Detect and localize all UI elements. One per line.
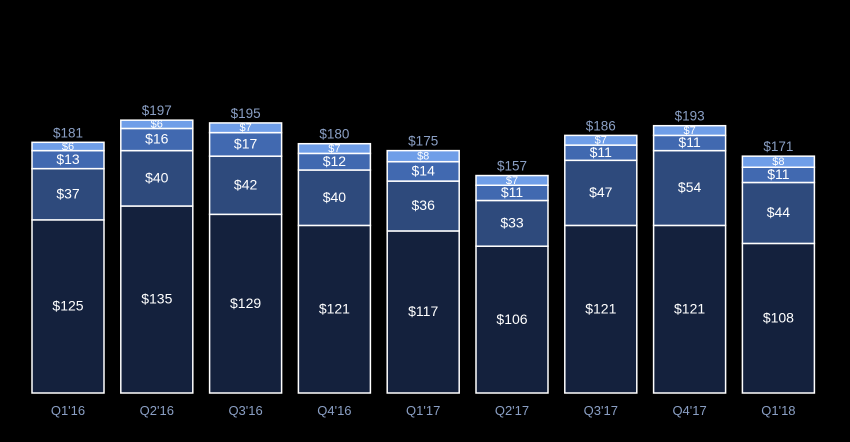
bar-total-label: $157: [497, 159, 527, 174]
x-tick-label: Q1'18: [761, 403, 795, 418]
bar-total-label: $175: [408, 134, 438, 149]
segment-value-label: $54: [678, 179, 702, 195]
bar-segment: [386, 149, 460, 163]
x-tick-label: Q3'16: [228, 403, 262, 418]
segment-value-label: $8: [417, 151, 429, 163]
segment-value-label: $42: [234, 176, 258, 192]
segment-value-label: $11: [590, 144, 613, 160]
bar-segment: [386, 230, 460, 394]
segment-value-label: $135: [141, 291, 172, 307]
segment-value-label: $7: [239, 122, 251, 134]
x-tick-label: Q4'17: [672, 403, 706, 418]
bar-segment: [386, 180, 460, 232]
segment-value-label: $7: [683, 125, 695, 137]
bar-total-label: $193: [675, 109, 705, 124]
bar-segment: [564, 224, 638, 394]
bar-segment: [564, 134, 638, 146]
segment-value-label: $7: [506, 175, 518, 187]
bar-segment: [741, 242, 816, 394]
x-tick-label: Q1'16: [51, 403, 85, 418]
segment-value-label: $125: [52, 298, 83, 314]
bar-segment: [741, 155, 816, 168]
segment-value-label: $108: [763, 309, 794, 325]
segment-value-label: $33: [500, 215, 524, 231]
bar-segment: [120, 119, 194, 130]
bar-segment: [652, 149, 727, 227]
bar-total-label: $180: [319, 127, 349, 142]
bar-total-label: $171: [763, 139, 793, 154]
segment-value-label: $44: [767, 204, 791, 220]
segment-value-label: $40: [323, 189, 347, 205]
segment-value-label: $121: [319, 300, 350, 316]
segment-value-label: $7: [328, 143, 340, 155]
segment-value-label: $8: [772, 156, 784, 168]
segment-value-label: $117: [408, 303, 438, 319]
bar-total-label: $197: [142, 103, 172, 118]
bar-segment: [31, 167, 105, 221]
x-tick-label: Q1'17: [406, 403, 440, 418]
segment-value-label: $129: [230, 295, 261, 311]
segment-value-label: $17: [234, 136, 258, 152]
bar-segment: [120, 205, 194, 394]
bar-segment: [297, 142, 372, 155]
x-tick-label: Q3'17: [584, 403, 618, 418]
bar-segment: [652, 124, 727, 137]
segment-value-label: $7: [595, 135, 607, 147]
bar-total-label: $186: [586, 118, 616, 133]
segment-value-label: $6: [62, 141, 74, 153]
bar-segment: [31, 141, 105, 152]
segment-value-label: $37: [56, 185, 80, 201]
bar-segment: [475, 199, 549, 247]
segment-value-label: $13: [56, 151, 80, 167]
bar-segment: [564, 159, 638, 227]
bar-segment: [741, 181, 816, 245]
x-tick-label: Q4'16: [317, 403, 351, 418]
segment-value-label: $12: [323, 153, 347, 169]
segment-value-label: $11: [678, 134, 701, 150]
bar-segment: [208, 122, 283, 134]
bar-segment: [297, 224, 372, 394]
segment-value-label: $11: [501, 184, 524, 200]
bar-segment: [475, 174, 549, 186]
bar-segment: [297, 169, 372, 227]
segment-value-label: $11: [767, 166, 790, 182]
segment-value-label: $47: [589, 184, 613, 200]
segment-value-label: $14: [412, 163, 436, 179]
segment-value-label: $6: [151, 119, 163, 131]
x-tick-label: Q2'17: [495, 403, 529, 418]
bar-segment: [475, 245, 549, 394]
bar-segment: [31, 219, 105, 394]
segment-value-label: $121: [585, 300, 616, 316]
x-tick-label: Q2'16: [140, 403, 174, 418]
segment-value-label: $106: [496, 311, 527, 327]
segment-value-label: $121: [674, 300, 705, 316]
segment-value-label: $36: [412, 197, 436, 213]
bar-total-label: $181: [53, 125, 83, 140]
segment-value-label: $40: [145, 170, 169, 186]
segment-value-label: $16: [145, 131, 169, 147]
bar-total-label: $195: [231, 106, 261, 121]
